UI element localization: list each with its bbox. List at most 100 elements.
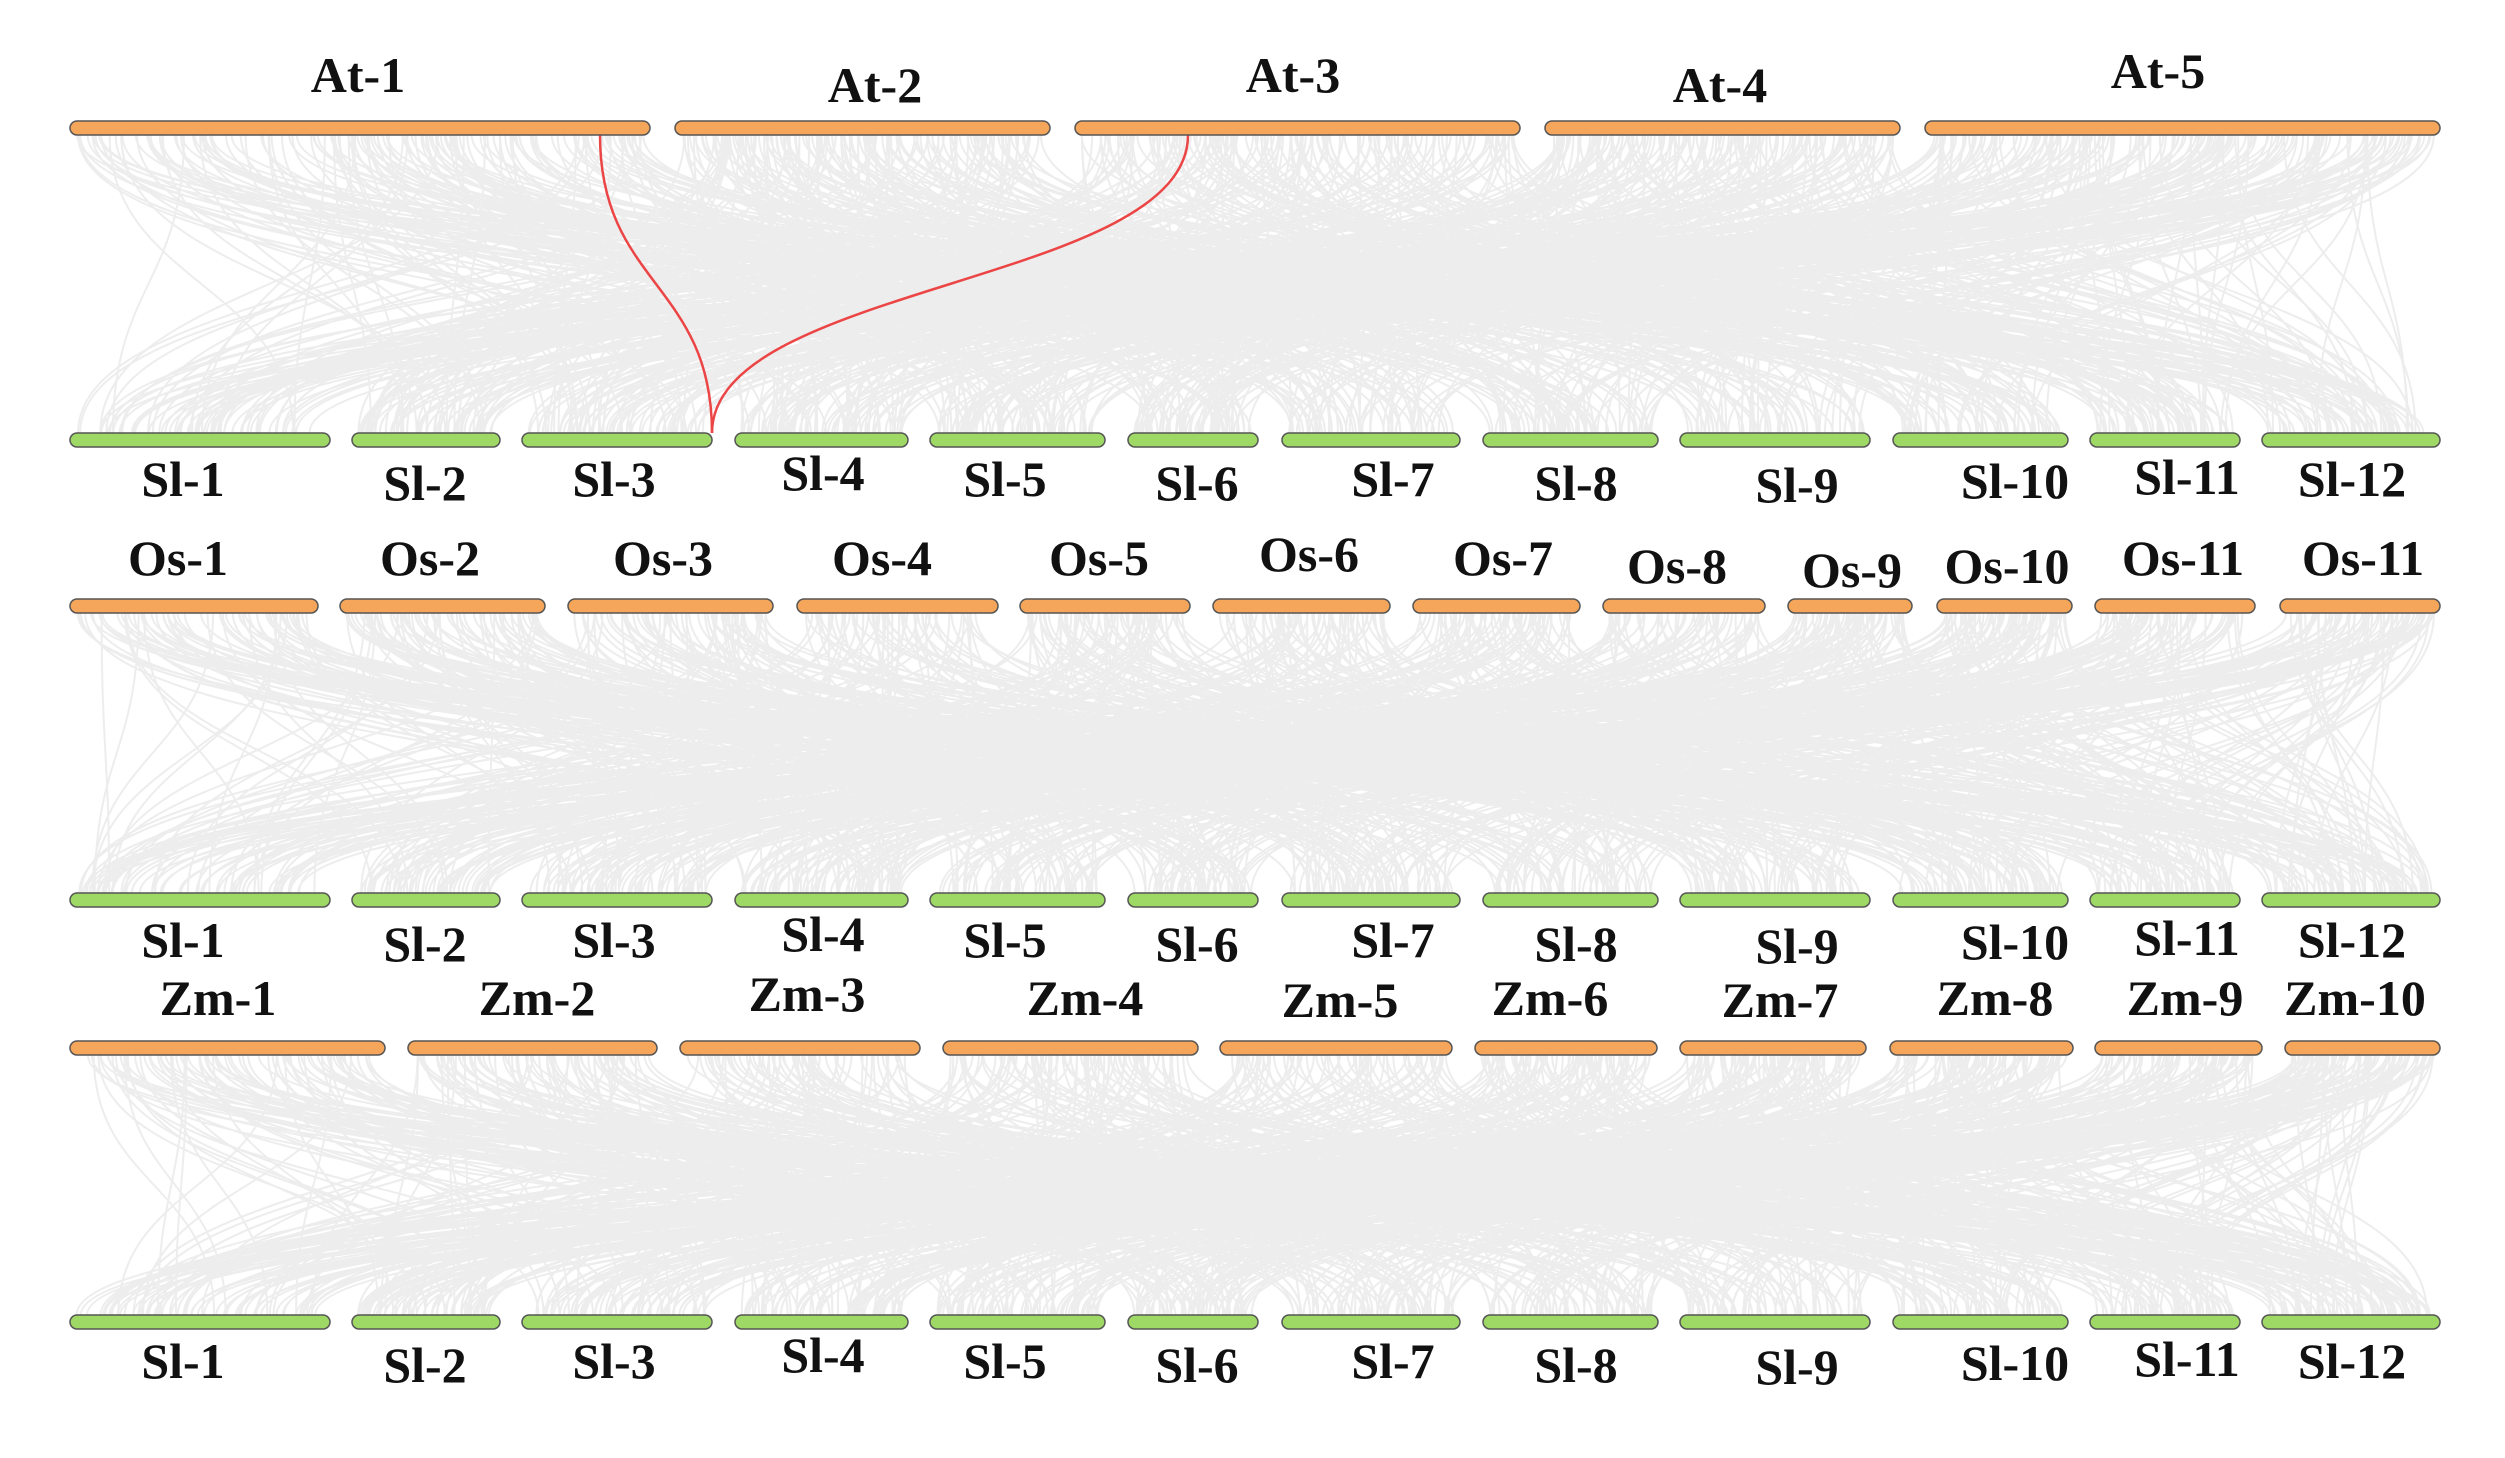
background-synteny-links [75, 1054, 2435, 1316]
chromosome-sl-1 [69, 1314, 331, 1330]
chromosome-label: Sl-11 [2134, 1331, 2240, 1387]
chromosome-sl-12 [2261, 1314, 2441, 1330]
chromosome-label: Os-6 [1259, 526, 1359, 582]
chromosome-label: Os-5 [1049, 530, 1149, 586]
chromosome-sl-1 [69, 432, 331, 448]
chromosome-label: Sl-7 [1351, 1333, 1434, 1389]
chromosome-sl-6 [1127, 1314, 1259, 1330]
chromosome-at-4 [1544, 120, 1901, 136]
chromosome-label: Sl-2 [383, 1337, 466, 1393]
chromosome-sl-7 [1281, 892, 1461, 908]
chromosome-label: Zm-1 [160, 970, 277, 1026]
chromosome-zm-4 [942, 1040, 1199, 1056]
chromosome-label: Sl-5 [963, 451, 1046, 507]
chromosome-label: Sl-3 [572, 912, 655, 968]
chromosome-sl-4 [734, 1314, 909, 1330]
chromosome-sl-2 [351, 432, 501, 448]
chromosomes-layer [69, 120, 2441, 1330]
chromosome-label: Sl-3 [572, 1333, 655, 1389]
chromosome-zm-8 [1889, 1040, 2074, 1056]
chromosome-label: At-2 [828, 57, 922, 113]
chromosome-label: Os-9 [1802, 542, 1902, 598]
chromosome-os-2 [339, 598, 546, 614]
background-synteny-links [76, 134, 2435, 434]
chromosome-sl-9 [1679, 1314, 1871, 1330]
chromosome-label: Zm-8 [1937, 970, 2054, 1026]
chromosome-os-6 [1212, 598, 1391, 614]
chromosome-label: Zm-9 [2127, 970, 2244, 1026]
chromosome-zm-9 [2094, 1040, 2263, 1056]
chromosome-sl-10 [1892, 432, 2069, 448]
chromosome-label: Zm-5 [1282, 972, 1399, 1028]
chromosome-label: Sl-7 [1351, 451, 1434, 507]
chromosome-label: Sl-8 [1534, 916, 1617, 972]
chromosome-sl-10 [1892, 1314, 2069, 1330]
chromosome-sl-10 [1892, 892, 2069, 908]
chromosome-sl-7 [1281, 1314, 1461, 1330]
chromosome-os-1 [69, 598, 319, 614]
chromosome-label: Sl-5 [963, 1333, 1046, 1389]
highlight-links-layer [598, 134, 1190, 434]
chromosome-zm-5 [1219, 1040, 1453, 1056]
chromosome-label: Sl-1 [141, 451, 224, 507]
chromosome-label: Zm-7 [1722, 972, 1839, 1028]
chromosome-sl-8 [1482, 1314, 1659, 1330]
chromosome-label: Sl-11 [2134, 449, 2240, 505]
chromosome-label: Sl-5 [963, 912, 1046, 968]
chromosome-sl-12 [2261, 892, 2441, 908]
chromosome-at-3 [1074, 120, 1521, 136]
chromosome-label: Sl-8 [1534, 1337, 1617, 1393]
chromosome-sl-11 [2089, 432, 2241, 448]
chromosome-label: Sl-8 [1534, 455, 1617, 511]
chromosome-os-11 [2094, 598, 2256, 614]
chromosome-label: Sl-10 [1961, 914, 2069, 970]
chromosome-sl-12 [2261, 432, 2441, 448]
chromosome-label: Os-2 [380, 530, 480, 586]
chromosome-label: Sl-1 [141, 912, 224, 968]
chromosome-label: Sl-10 [1961, 1335, 2069, 1391]
chromosome-zm-7 [1679, 1040, 1867, 1056]
links-layer [75, 134, 2435, 1316]
chromosome-label: Os-11 [2122, 530, 2244, 586]
chromosome-label: Sl-4 [781, 445, 864, 501]
chromosome-os-7 [1412, 598, 1581, 614]
chromosome-sl-1 [69, 892, 331, 908]
chromosome-label: At-5 [2111, 43, 2205, 99]
highlight-link [710, 134, 1190, 434]
chromosome-sl-3 [521, 892, 713, 908]
chromosome-zm-2 [407, 1040, 658, 1056]
chromosome-label: Sl-9 [1755, 457, 1838, 513]
chromosome-os-8 [1602, 598, 1766, 614]
chromosome-sl-3 [521, 1314, 713, 1330]
chromosome-sl-5 [929, 1314, 1106, 1330]
chromosome-label: Zm-3 [749, 966, 866, 1022]
chromosome-sl-5 [929, 892, 1106, 908]
chromosome-os-12 [2279, 598, 2441, 614]
chromosome-label: Sl-1 [141, 1333, 224, 1389]
chromosome-zm-1 [69, 1040, 386, 1056]
chromosome-label: Os-8 [1627, 538, 1727, 594]
chromosome-os-9 [1787, 598, 1913, 614]
chromosome-label: Sl-2 [383, 455, 466, 511]
chromosome-label: Sl-9 [1755, 1339, 1838, 1395]
chromosome-sl-6 [1127, 892, 1259, 908]
chromosome-sl-2 [351, 892, 501, 908]
chromosome-label: Sl-12 [2298, 1333, 2406, 1389]
chromosome-label: Sl-3 [572, 451, 655, 507]
chromosome-label: Os-11 [2302, 530, 2424, 586]
chromosome-label: Sl-6 [1155, 455, 1238, 511]
chromosome-label: Os-4 [832, 530, 932, 586]
chromosome-label: Sl-9 [1755, 918, 1838, 974]
chromosome-at-1 [69, 120, 651, 136]
chromosome-sl-6 [1127, 432, 1259, 448]
chromosome-label: Zm-2 [479, 970, 596, 1026]
chromosome-at-2 [674, 120, 1051, 136]
chromosome-os-3 [567, 598, 774, 614]
chromosome-at-5 [1924, 120, 2441, 136]
chromosome-zm-10 [2284, 1040, 2441, 1056]
chromosome-sl-11 [2089, 892, 2241, 908]
labels-layer: At-1 At-2 At-3 At-4 At-5 Sl-1 Sl-2 Sl-3 Sl-4 Sl-5… [128, 43, 2426, 1395]
chromosome-label: Os-10 [1945, 538, 2070, 594]
